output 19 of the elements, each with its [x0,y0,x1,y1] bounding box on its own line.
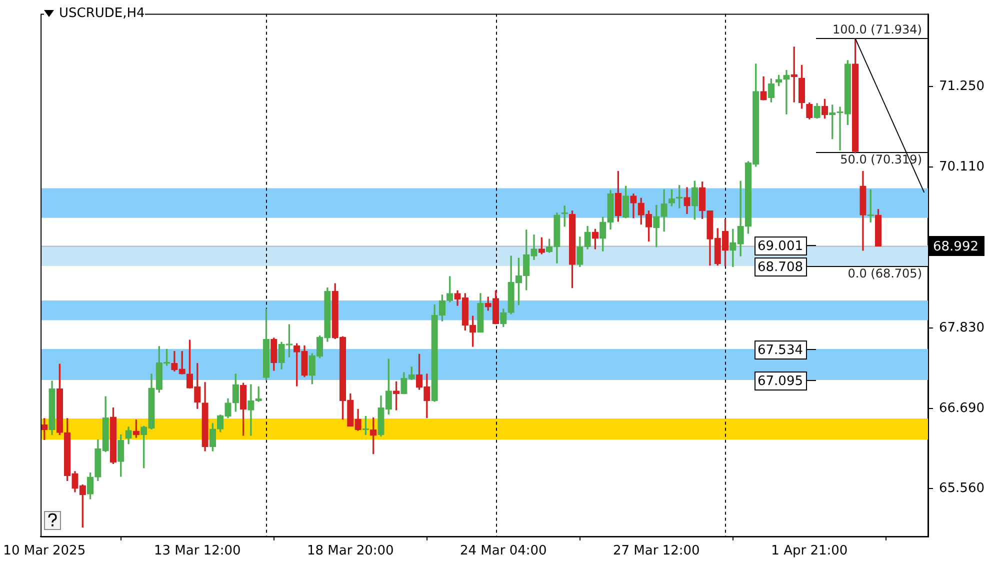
y-tick-label: 71.250 [939,78,984,94]
chart-title: USCRUDE,H4 [59,6,145,21]
annotation: 69.001 [758,238,804,254]
x-tick-label: 24 Mar 04:00 [460,544,547,559]
y-tick-label: 66.690 [939,400,984,416]
annotation: 68.708 [758,260,804,275]
x-tick-label: 13 Mar 12:00 [154,544,241,559]
annotation: 67.095 [758,374,804,389]
y-tick-label: 70.110 [939,159,984,174]
y-tick-label: 67.830 [939,320,984,336]
ref-line-label: 100.0 (71.934) [832,22,922,37]
x-tick-label: 1 Apr 21:00 [771,544,848,559]
x-tick-label: 10 Mar 2025 [3,544,86,559]
annotation: 67.534 [758,342,804,358]
x-tick-label: 18 Mar 20:00 [306,544,394,559]
ref-line-label: 0.0 (68.705) [848,266,922,281]
x-tick-label: 27 Mar 12:00 [613,544,700,559]
ref-line-label: 68.992 [933,239,978,254]
y-tick-label: 65.560 [939,480,984,496]
